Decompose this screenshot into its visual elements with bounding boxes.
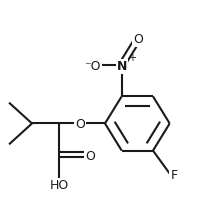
Text: F: F [170, 168, 177, 181]
Text: HO: HO [50, 179, 69, 192]
Text: ⁻O: ⁻O [84, 60, 101, 73]
Text: O: O [85, 150, 95, 163]
Text: +: + [128, 53, 136, 63]
Text: N: N [117, 60, 127, 73]
Text: O: O [133, 33, 143, 46]
Text: O: O [75, 118, 85, 131]
